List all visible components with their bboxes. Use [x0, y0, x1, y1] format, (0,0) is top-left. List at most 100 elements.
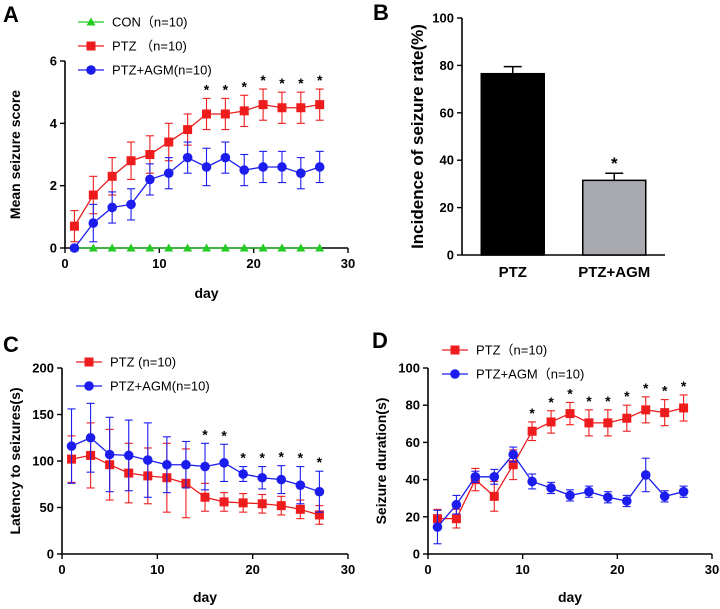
data-point: [257, 499, 267, 509]
data-point: [126, 156, 136, 166]
data-point: [584, 418, 594, 428]
y-tick-label: 20: [406, 509, 420, 524]
data-point: [183, 243, 193, 252]
significance-star: *: [681, 378, 687, 394]
y-tick-label: 50: [40, 500, 54, 515]
significance-star: *: [298, 75, 304, 91]
y-tick-label: 80: [440, 58, 454, 73]
y-tick-label: 100: [398, 361, 420, 376]
data-point: [451, 499, 462, 510]
x-axis-title: day: [194, 285, 218, 301]
data-point: [508, 449, 518, 460]
data-point: [565, 490, 575, 501]
data-point: [622, 496, 632, 506]
data-point: [314, 486, 325, 497]
y-tick-label: 60: [440, 105, 454, 120]
x-tick-label: 30: [705, 562, 719, 577]
data-point: [66, 441, 77, 451]
y-axis-title: Incidence of seizure rate(%): [408, 24, 427, 249]
data-point: [258, 162, 268, 172]
data-point: [145, 150, 155, 159]
y-tick-label: 20: [440, 200, 454, 215]
series-2: [66, 402, 325, 513]
data-point: [315, 243, 325, 252]
y-tick-label: 0: [50, 241, 57, 256]
significance-star: *: [223, 81, 229, 97]
y-tick-label: 40: [440, 153, 454, 168]
series-1: [432, 394, 689, 529]
series-2: [69, 88, 325, 243]
series-1: [69, 243, 325, 252]
bar: [582, 179, 647, 256]
y-tick-label: 0: [413, 547, 420, 562]
data-point: [277, 162, 287, 172]
data-point: [679, 403, 689, 413]
significance-star: *: [279, 449, 285, 465]
x-tick-label: 30: [341, 256, 355, 271]
y-axis-title: Mean seizure score: [7, 90, 23, 219]
significance-star: *: [605, 393, 611, 409]
data-point: [69, 221, 79, 231]
significance-star: *: [586, 393, 592, 409]
x-tick-label: 10: [515, 562, 529, 577]
legend-marker: [86, 17, 96, 26]
panel-d: D 0 20 40 60 80 100 Seizure duration(s) 0 10 20 30 d…: [372, 328, 719, 605]
data-point: [181, 459, 191, 470]
legend-marker: [450, 369, 460, 379]
legend: CON（n=10) PTZ （n=10) PTZ+AGM(n=10): [78, 15, 212, 78]
significance-star: *: [259, 450, 265, 466]
data-point: [182, 152, 193, 163]
data-point: [239, 165, 250, 175]
significance-star: *: [298, 450, 304, 466]
data-point: [565, 409, 575, 419]
legend-label: PTZ+AGM（n=10): [476, 367, 584, 382]
data-point: [315, 100, 325, 110]
panel-label: D: [372, 328, 388, 353]
data-point: [258, 243, 268, 252]
y-tick-label: 100: [32, 454, 54, 469]
significance-star: *: [624, 388, 630, 404]
data-point: [107, 243, 117, 252]
y-tick-label: 60: [406, 435, 420, 450]
significance-star: *: [260, 72, 266, 88]
data-point: [546, 417, 556, 427]
data-point: [163, 168, 174, 178]
data-point: [277, 243, 287, 252]
data-point: [489, 491, 499, 501]
y-tick-label: 150: [32, 407, 54, 422]
x-tick-label: 10: [152, 256, 166, 271]
data-point: [527, 476, 537, 487]
x-tick-label: 20: [245, 562, 259, 577]
data-point: [220, 109, 230, 119]
data-point: [220, 243, 230, 252]
data-point: [277, 103, 287, 113]
data-point: [603, 492, 613, 503]
legend-label: CON（n=10): [112, 15, 188, 30]
y-tick-label: 200: [32, 361, 54, 376]
data-point: [200, 461, 210, 472]
panel-b: B 0 20 40 60 80 100 Incidence of seizure rate(%…: [373, 0, 665, 281]
legend-label: PTZ （n=10): [112, 39, 187, 54]
data-point: [295, 480, 306, 490]
data-point: [296, 103, 306, 113]
data-point: [183, 125, 193, 135]
data-point: [641, 405, 651, 415]
data-point: [107, 171, 117, 181]
data-point: [295, 504, 305, 514]
panel-label: C: [3, 332, 19, 357]
data-point: [85, 432, 96, 443]
data-point: [314, 162, 325, 172]
data-point: [220, 152, 231, 163]
series-line: [437, 407, 684, 520]
significance-star: *: [662, 383, 668, 399]
series-2: [432, 446, 689, 545]
legend-marker: [84, 357, 94, 367]
data-point: [123, 450, 134, 461]
legend: PTZ (n=10) PTZ+AGM(n=10): [76, 355, 210, 394]
data-point: [470, 472, 481, 482]
legend-marker: [450, 345, 460, 355]
legend-marker: [84, 381, 94, 391]
data-point: [527, 426, 537, 436]
data-point: [219, 458, 229, 468]
